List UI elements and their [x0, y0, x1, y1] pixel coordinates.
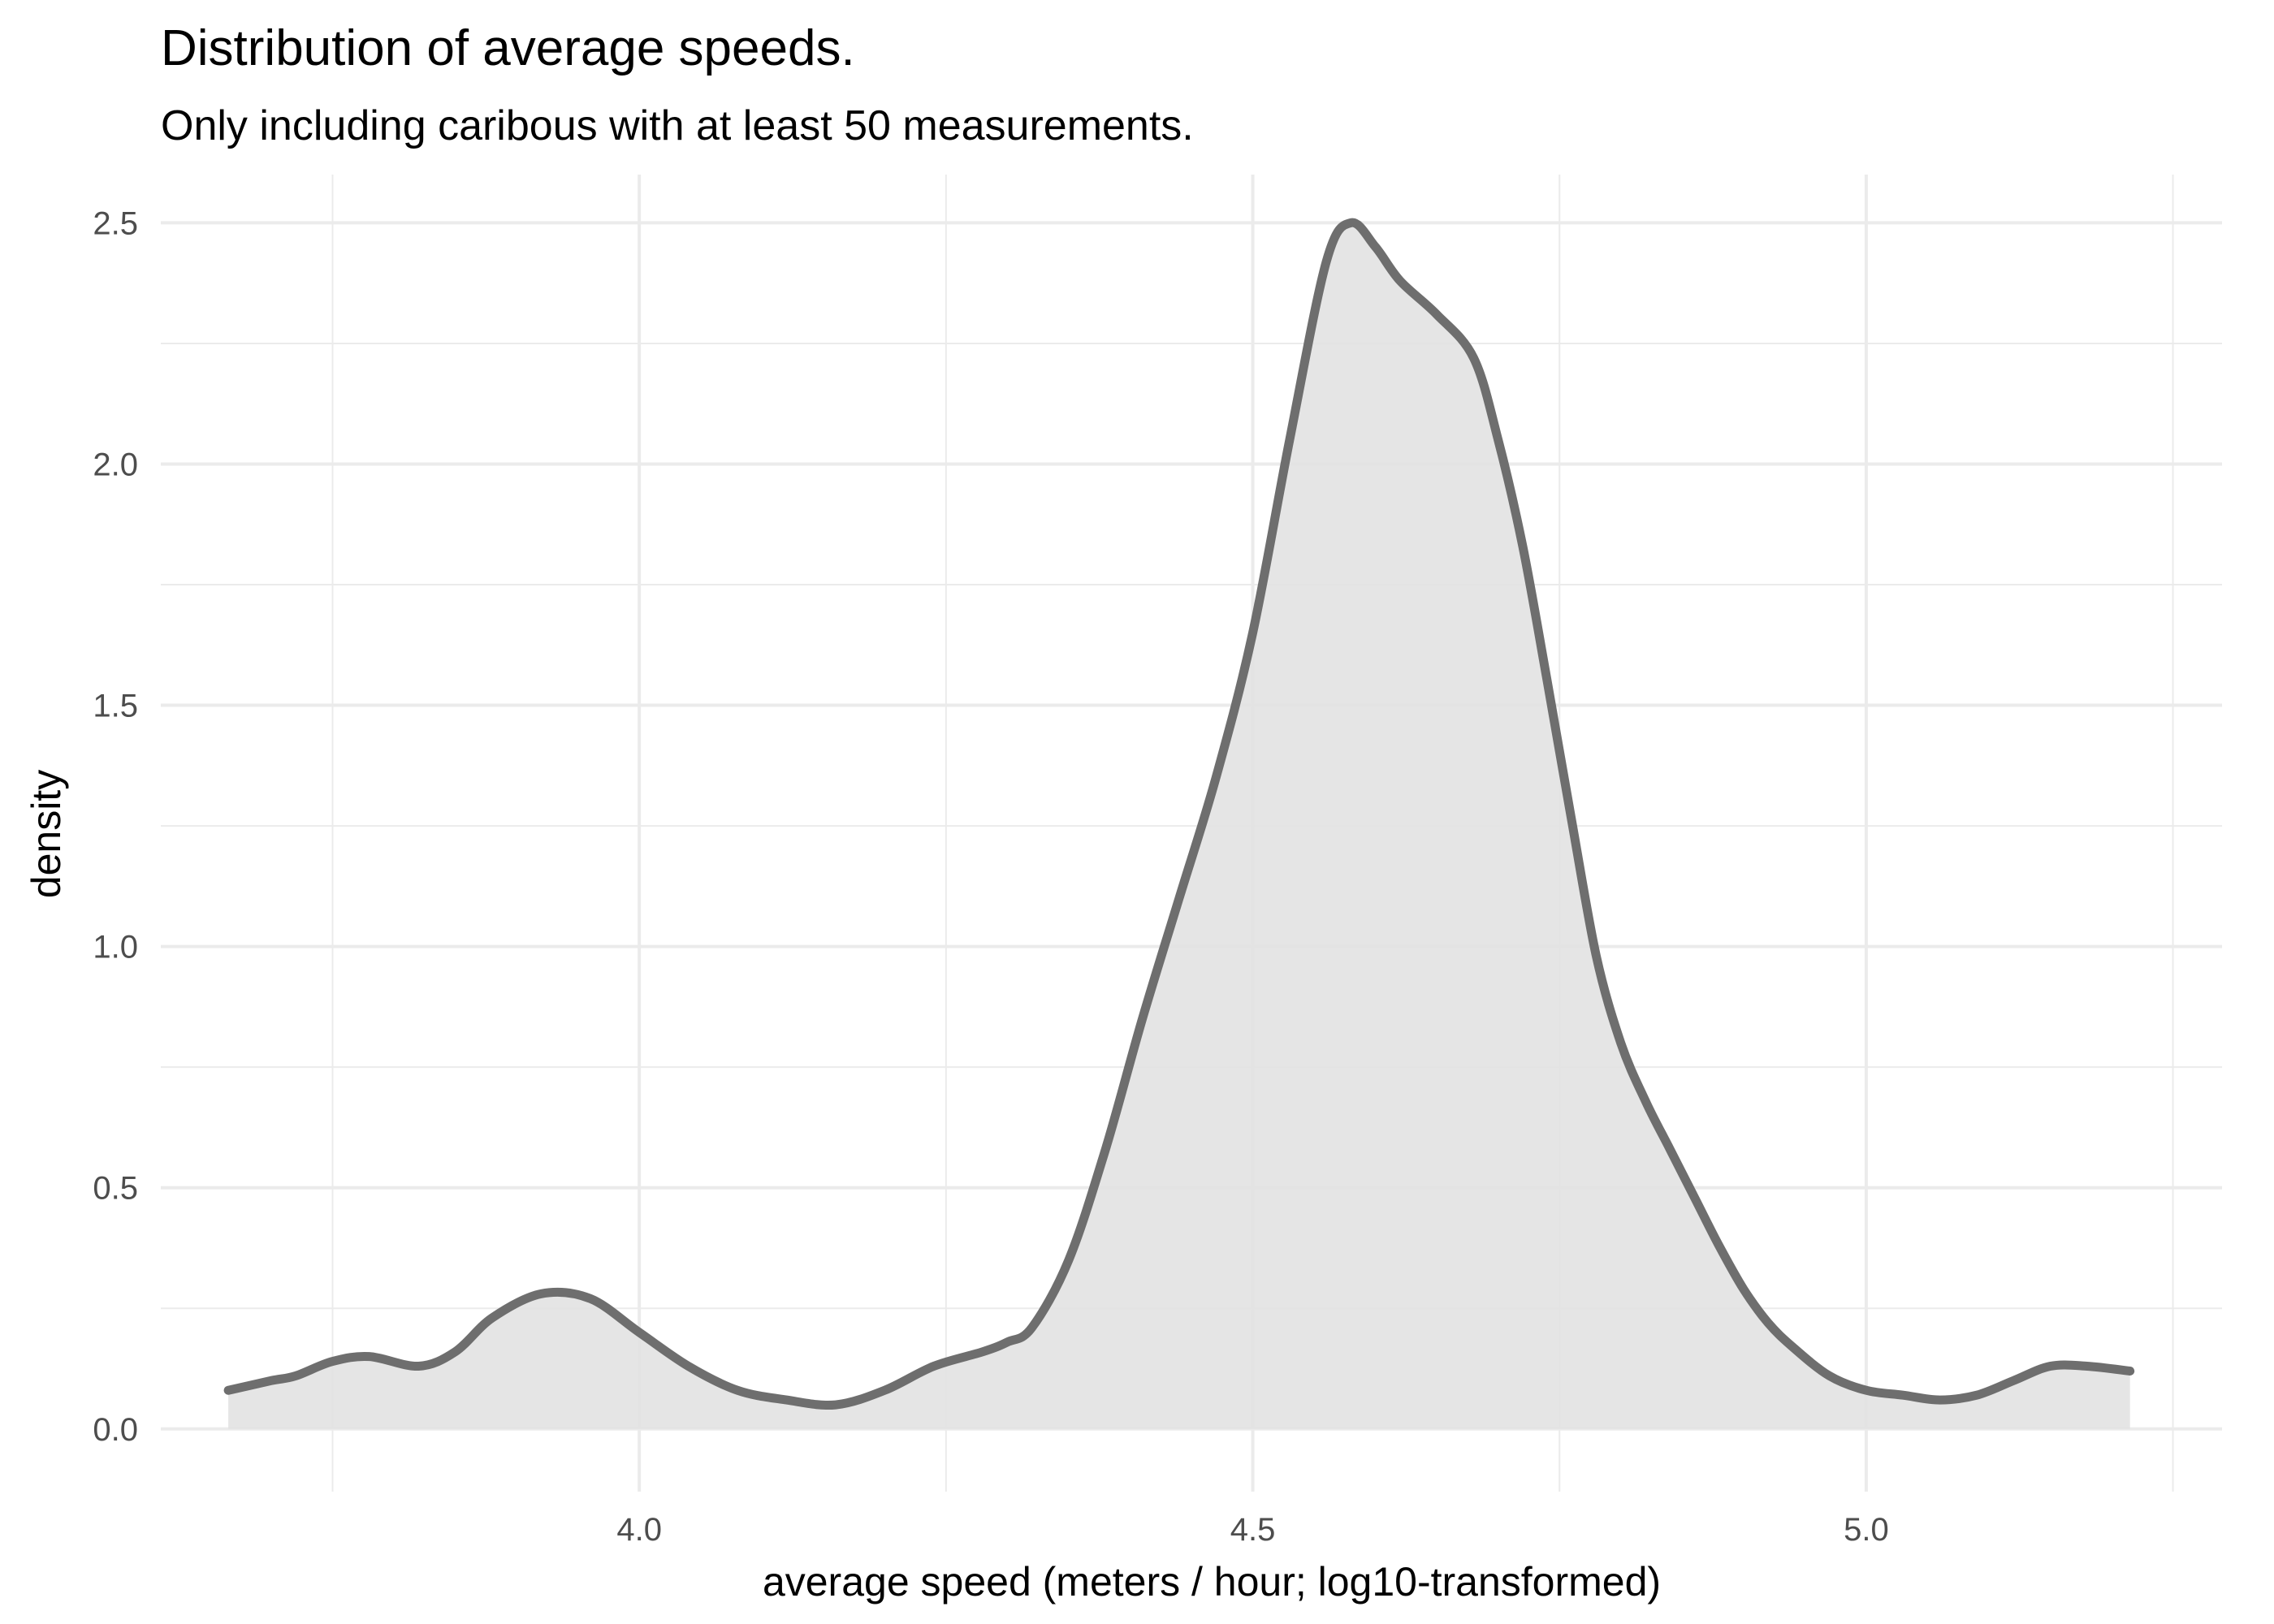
minor-gridlines — [161, 175, 2222, 1492]
x-tick-label: 4.0 — [616, 1512, 662, 1548]
chart-subtitle: Only including caribous with at least 50… — [161, 102, 1194, 149]
x-axis-title: average speed (meters / hour; log10-tran… — [763, 1559, 1661, 1605]
y-tick-label: 2.5 — [93, 205, 138, 241]
plot-area — [223, 218, 2135, 1429]
y-tick-label: 0.0 — [93, 1412, 138, 1448]
y-axis-tick-labels: 0.0 0.5 1.0 1.5 2.0 2.5 — [93, 205, 138, 1447]
y-tick-label: 2.0 — [93, 447, 138, 482]
y-tick-label: 1.5 — [93, 689, 138, 724]
x-tick-label: 4.5 — [1230, 1512, 1276, 1548]
x-axis-tick-labels: 4.0 4.5 5.0 — [616, 1512, 1888, 1548]
x-tick-label: 5.0 — [1844, 1512, 1889, 1548]
density-curve-line — [223, 218, 2135, 1410]
y-axis-title: density — [24, 770, 69, 898]
y-tick-label: 0.5 — [93, 1171, 138, 1207]
chart-title: Distribution of average speeds. — [161, 20, 855, 76]
y-tick-label: 1.0 — [93, 930, 138, 965]
